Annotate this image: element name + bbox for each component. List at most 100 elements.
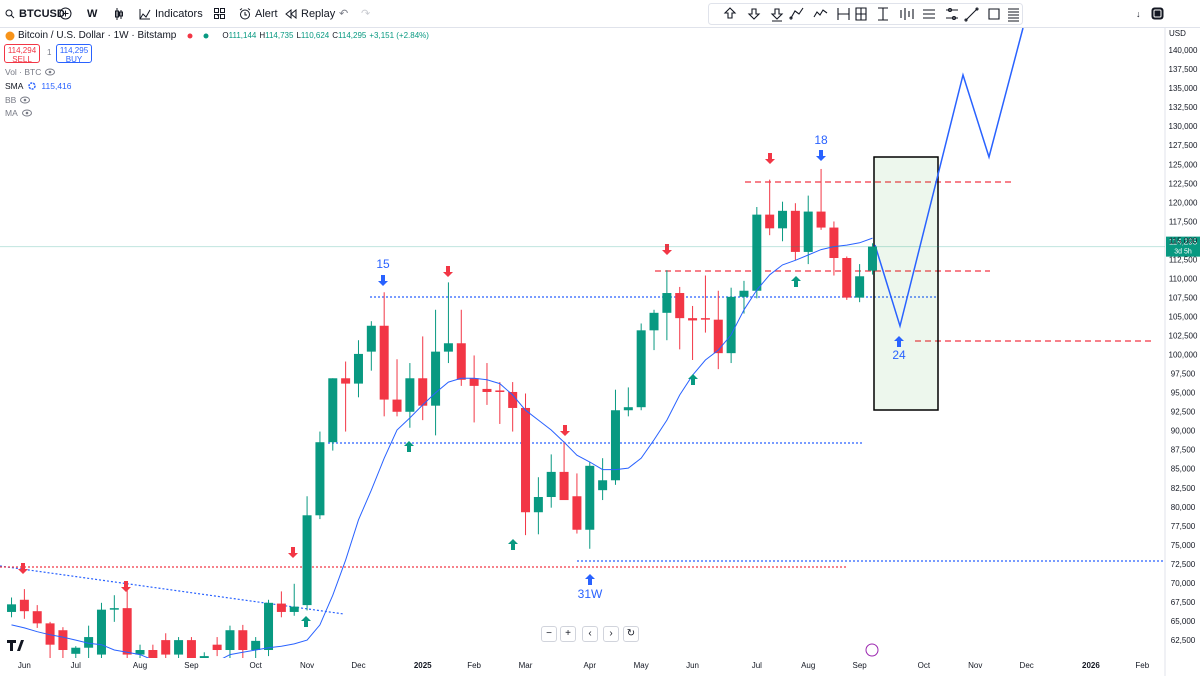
candle-body: [867, 246, 877, 271]
x-tick-label: 2026: [1082, 661, 1100, 670]
candle-body: [302, 515, 312, 606]
y-tick-label: 77,500: [1171, 522, 1196, 531]
top-toolbar: BTCUSD W Indicators ⌄ Alert Replay ↶ ↷ ↓: [0, 0, 1200, 28]
scroll-right[interactable]: ›: [603, 626, 619, 642]
y-tick-label: 105,000: [1169, 312, 1198, 321]
candle-body: [456, 343, 466, 380]
y-tick-label: 90,000: [1171, 427, 1196, 436]
indicator-row: Vol · BTC: [5, 67, 56, 77]
annotation: 18: [814, 133, 828, 147]
redo[interactable]: ↷: [361, 8, 371, 20]
candle-body: [199, 656, 209, 658]
candle-body: [186, 640, 196, 658]
y-tick-label: 80,000: [1171, 503, 1196, 512]
undo[interactable]: ↶: [339, 8, 349, 20]
x-tick-label: Oct: [249, 661, 262, 670]
signal-arrow: [560, 425, 570, 436]
candle-body: [636, 330, 646, 408]
zoom-in[interactable]: +: [560, 626, 576, 642]
sell-button[interactable]: 114,294 SELL: [4, 44, 40, 64]
candle-body: [19, 599, 29, 612]
y-tick-label: 67,500: [1171, 598, 1196, 607]
candle-body: [379, 325, 389, 400]
candle-body: [610, 410, 620, 481]
projection-box: [873, 156, 939, 411]
candle-body: [45, 623, 55, 645]
y-tick-label: 62,500: [1171, 636, 1196, 645]
indicator-name: SMA: [5, 81, 24, 91]
signal-arrow: [404, 441, 414, 452]
symbol-search[interactable]: BTCUSD: [5, 5, 65, 22]
signal-arrow: [791, 276, 801, 287]
chart-style[interactable]: [114, 5, 124, 22]
y-tick-label: 70,000: [1171, 579, 1196, 588]
candle-body: [122, 608, 132, 655]
candle-body: [598, 480, 608, 491]
legend-title: Bitcoin / U.S. Dollar · 1W · Bitstamp: [18, 30, 177, 41]
indicators-button[interactable]: Indicators ⌄: [139, 5, 221, 22]
symbol: BTCUSD: [19, 7, 65, 20]
signal-arrow: [765, 153, 775, 164]
projection-path: [874, 27, 1024, 329]
signal-arrow: [662, 244, 672, 255]
x-tick-label: May: [634, 661, 649, 670]
candle-body: [546, 471, 556, 498]
y-tick-label: 65,000: [1171, 617, 1196, 626]
alert-label: Alert: [255, 7, 278, 20]
buy-button[interactable]: 114,295 BUY: [56, 44, 92, 64]
settings[interactable]: [1151, 5, 1164, 22]
candle-body: [482, 388, 492, 392]
x-tick-label: Aug: [801, 661, 815, 670]
indicator-name: MA: [5, 108, 18, 118]
sma-line: [11, 237, 873, 658]
candle-body: [431, 351, 441, 406]
x-tick-label: Mar: [519, 661, 533, 670]
y-tick-label: 85,000: [1171, 465, 1196, 474]
buy-label: BUY: [65, 55, 83, 64]
alert-button[interactable]: Alert: [239, 5, 278, 22]
y-tick-label: 112,500: [1169, 255, 1198, 264]
y-tick-label: 97,500: [1171, 370, 1196, 379]
x-tick-label: Aug: [133, 661, 147, 670]
candle-body: [585, 465, 595, 530]
indicator-name: Vol · BTC: [5, 67, 42, 77]
y-tick-label: 92,500: [1171, 408, 1196, 417]
annotation: 24: [892, 348, 906, 362]
candle-body: [109, 608, 119, 610]
sell-price: 114,294: [7, 46, 37, 55]
scroll-down[interactable]: ↓: [1136, 8, 1141, 19]
compare[interactable]: [59, 5, 72, 22]
axes: 62,500 65,000 67,500 70,000 72,500 75,000 77,5…: [18, 46, 1198, 670]
interval[interactable]: W: [87, 7, 98, 20]
y-tick-label: 72,500: [1171, 560, 1196, 569]
candle-body: [816, 211, 826, 228]
x-tick-label: Feb: [1135, 661, 1149, 670]
event-icon[interactable]: [865, 643, 879, 657]
tradingview-logo: [7, 640, 24, 651]
annotation: 15: [376, 257, 390, 271]
candle-body: [855, 276, 865, 298]
x-tick-label: Feb: [467, 661, 481, 670]
indicator-row: SMA 115,416: [5, 81, 72, 91]
replay-button[interactable]: Replay: [285, 5, 335, 22]
x-tick-label: Jul: [752, 661, 762, 670]
y-tick-label: 82,500: [1171, 484, 1196, 493]
x-tick-label: Jun: [686, 661, 699, 670]
buy-price: 114,295: [59, 46, 89, 55]
zoom-out[interactable]: −: [541, 626, 557, 642]
candle-body: [495, 390, 505, 392]
signal-arrow: [18, 563, 28, 574]
y-tick-label: 115,000: [1169, 236, 1198, 245]
ohlc-c-label: C: [332, 31, 339, 40]
scroll-left[interactable]: ‹: [582, 626, 598, 642]
reset-chart[interactable]: ↻: [623, 626, 639, 642]
candle-body: [790, 210, 800, 252]
y-tick-label: 132,500: [1169, 103, 1198, 112]
candle-body: [238, 630, 248, 651]
ohlc-h-label: H: [259, 31, 266, 40]
signal-arrow: [816, 150, 826, 161]
templates[interactable]: [214, 5, 225, 22]
